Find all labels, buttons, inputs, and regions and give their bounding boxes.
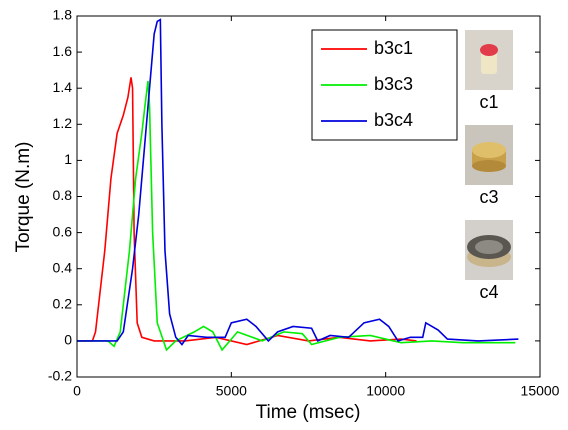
x-tick-label: 0 — [73, 383, 81, 399]
y-tick-label: -0.2 — [48, 368, 72, 384]
x-tick-label: 15000 — [521, 383, 560, 399]
image-label: c4 — [479, 282, 498, 302]
x-axis-label: Time (msec) — [256, 402, 361, 423]
image-label: c3 — [479, 187, 498, 207]
y-tick-label: 1.2 — [53, 115, 73, 131]
y-tick-label: 1.4 — [53, 79, 73, 95]
y-tick-label: 0.4 — [53, 259, 73, 275]
photo-c1 — [465, 30, 513, 90]
y-tick-label: 1.6 — [53, 43, 73, 59]
photo-c3 — [465, 125, 513, 185]
legend-label: b3c3 — [374, 74, 413, 94]
y-tick-label: 0 — [64, 332, 72, 348]
photo-c4 — [465, 220, 513, 280]
y-tick-label: 0.8 — [53, 187, 73, 203]
y-tick-label: 1.8 — [53, 7, 73, 23]
plot-frame — [76, 15, 541, 378]
legend-label: b3c4 — [374, 110, 413, 130]
legend-label: b3c1 — [374, 38, 413, 58]
y-tick-label: 0.2 — [53, 296, 73, 312]
y-axis-label: Torque (N.m) — [13, 142, 34, 253]
x-tick-label: 5000 — [216, 383, 247, 399]
x-tick-label: 10000 — [366, 383, 405, 399]
image-label: c1 — [479, 92, 498, 112]
series-line — [77, 18, 519, 346]
y-tick-label: 0.6 — [53, 223, 73, 239]
y-tick-label: 1 — [64, 151, 72, 167]
